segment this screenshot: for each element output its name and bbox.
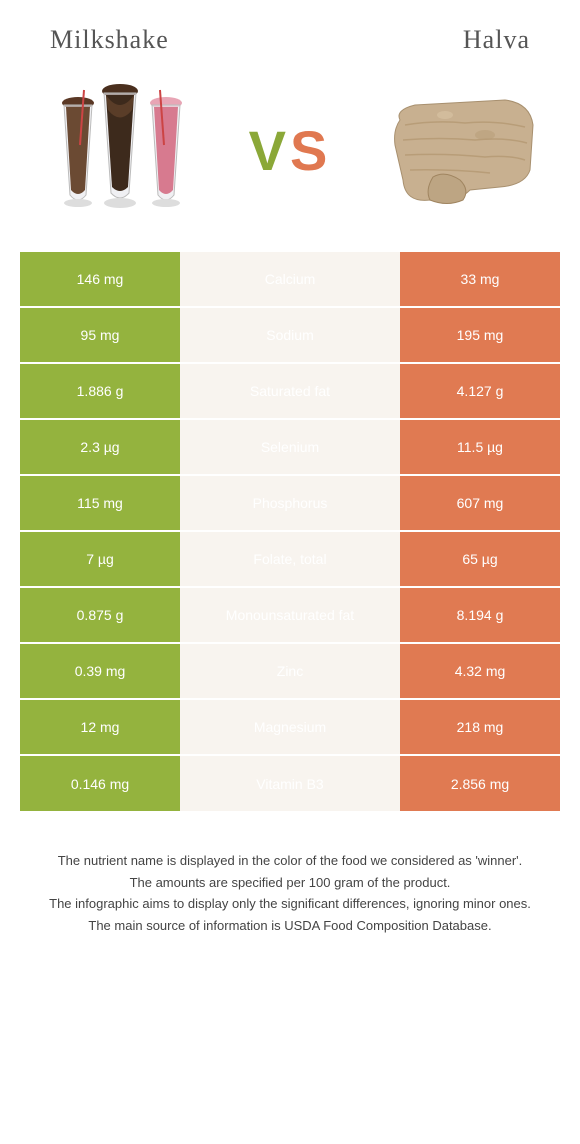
value-right: 195 mg: [400, 307, 560, 363]
header: Milkshake Halva: [0, 0, 580, 70]
footer: The nutrient name is displayed in the co…: [0, 811, 580, 935]
value-left: 115 mg: [20, 475, 180, 531]
table-row: 0.39 mgZinc4.32 mg: [20, 643, 560, 699]
title-right: Halva: [463, 25, 530, 55]
vs-badge: VS: [249, 118, 332, 183]
nutrient-label: Folate, total: [180, 531, 400, 587]
table-row: 146 mgCalcium33 mg: [20, 251, 560, 307]
value-left: 0.875 g: [20, 587, 180, 643]
vs-s: S: [290, 119, 331, 182]
value-right: 65 µg: [400, 531, 560, 587]
nutrient-label: Magnesium: [180, 699, 400, 755]
table-row: 95 mgSodium195 mg: [20, 307, 560, 363]
nutrient-label: Calcium: [180, 251, 400, 307]
value-right: 8.194 g: [400, 587, 560, 643]
value-right: 607 mg: [400, 475, 560, 531]
footer-line: The amounts are specified per 100 gram o…: [30, 873, 550, 893]
value-right: 218 mg: [400, 699, 560, 755]
value-left: 12 mg: [20, 699, 180, 755]
title-left: Milkshake: [50, 25, 169, 55]
nutrient-label: Sodium: [180, 307, 400, 363]
value-left: 7 µg: [20, 531, 180, 587]
value-left: 0.39 mg: [20, 643, 180, 699]
nutrient-label: Zinc: [180, 643, 400, 699]
vs-v: V: [249, 119, 290, 182]
value-left: 146 mg: [20, 251, 180, 307]
value-right: 2.856 mg: [400, 755, 560, 811]
nutrient-label: Vitamin B3: [180, 755, 400, 811]
images-row: VS: [0, 70, 580, 250]
value-left: 1.886 g: [20, 363, 180, 419]
halva-image: [370, 80, 550, 220]
nutrient-table: 146 mgCalcium33 mg95 mgSodium195 mg1.886…: [20, 250, 560, 811]
value-left: 2.3 µg: [20, 419, 180, 475]
table-row: 1.886 gSaturated fat4.127 g: [20, 363, 560, 419]
footer-line: The infographic aims to display only the…: [30, 894, 550, 914]
table-row: 0.875 gMonounsaturated fat8.194 g: [20, 587, 560, 643]
value-left: 95 mg: [20, 307, 180, 363]
value-right: 11.5 µg: [400, 419, 560, 475]
footer-line: The nutrient name is displayed in the co…: [30, 851, 550, 871]
nutrient-label: Monounsaturated fat: [180, 587, 400, 643]
nutrient-label: Selenium: [180, 419, 400, 475]
table-row: 2.3 µgSelenium11.5 µg: [20, 419, 560, 475]
value-right: 4.32 mg: [400, 643, 560, 699]
value-right: 4.127 g: [400, 363, 560, 419]
nutrient-label: Phosphorus: [180, 475, 400, 531]
table-row: 115 mgPhosphorus607 mg: [20, 475, 560, 531]
footer-line: The main source of information is USDA F…: [30, 916, 550, 936]
table-row: 7 µgFolate, total65 µg: [20, 531, 560, 587]
table-row: 12 mgMagnesium218 mg: [20, 699, 560, 755]
table-row: 0.146 mgVitamin B32.856 mg: [20, 755, 560, 811]
value-right: 33 mg: [400, 251, 560, 307]
nutrient-label: Saturated fat: [180, 363, 400, 419]
milkshake-image: [30, 80, 210, 220]
value-left: 0.146 mg: [20, 755, 180, 811]
